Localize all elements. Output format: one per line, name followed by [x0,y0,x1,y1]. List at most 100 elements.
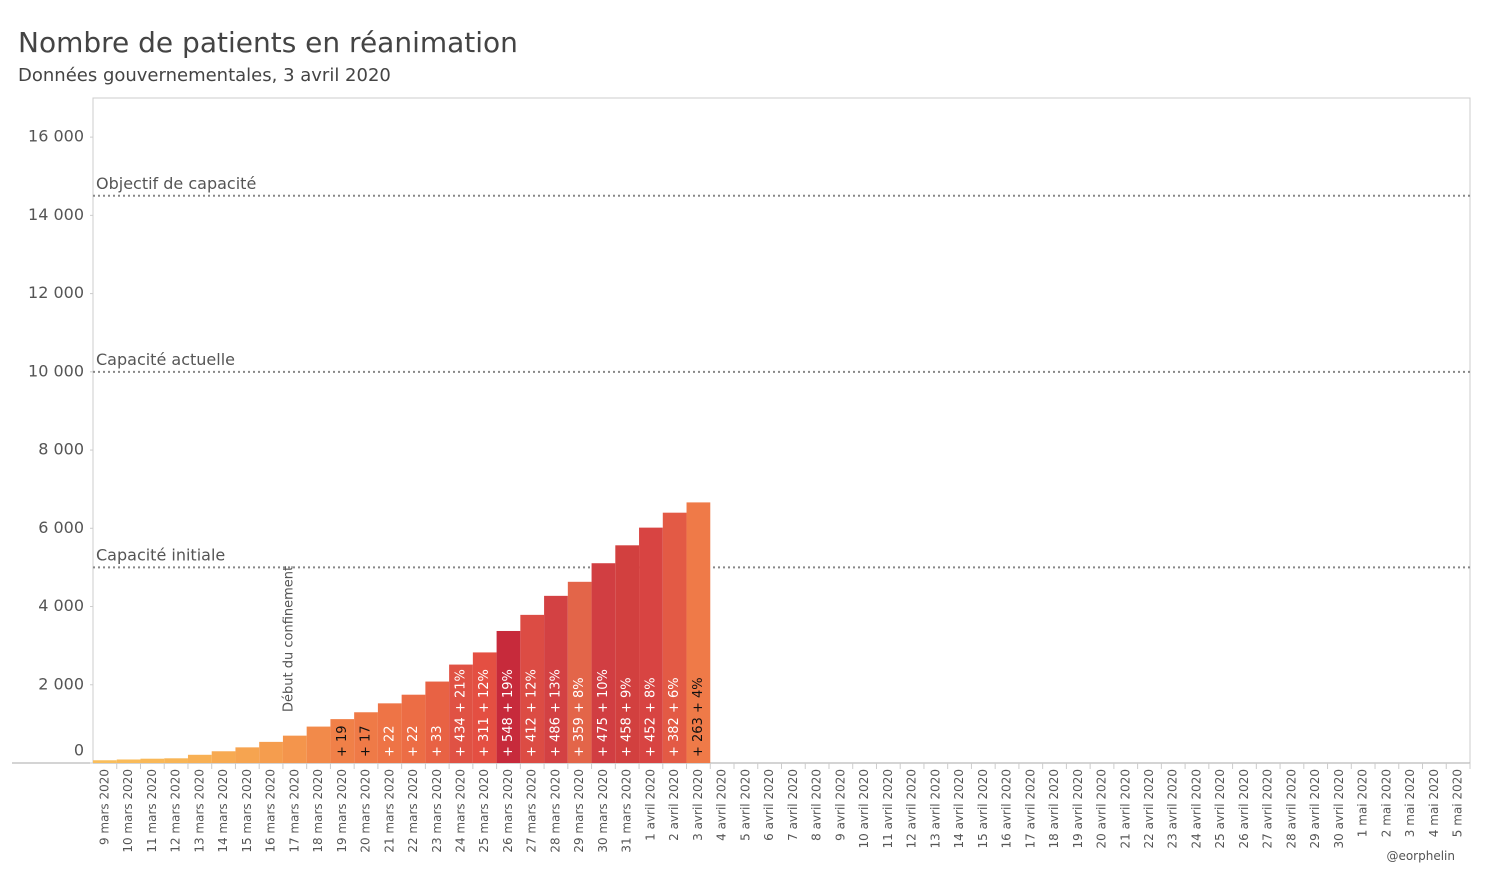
x-tick-label: 6 avril 2020 [762,769,776,841]
bar-label: + 22 [382,725,397,757]
bar [662,512,687,763]
x-tick-label: 12 avril 2020 [905,769,919,849]
y-tick-label: 14 000 [28,205,84,224]
bar-label: + 486 + 13% [548,669,563,757]
bar [377,703,402,763]
reference-label: Capacité initiale [96,545,225,564]
x-tick-label: 9 mars 2020 [97,769,111,845]
x-tick-label: 15 mars 2020 [240,769,254,853]
x-tick-label: 17 mars 2020 [287,769,301,853]
bar [567,581,592,763]
x-tick-label: 20 mars 2020 [359,769,373,853]
x-tick-label: 8 avril 2020 [810,769,824,841]
bar [140,758,165,763]
x-tick-label: 28 mars 2020 [548,769,562,853]
x-tick-label: 30 avril 2020 [1332,769,1346,849]
bar-label: + 359 + 8% [572,677,587,757]
bar-label: + 311 + 12% [477,669,492,757]
bar [472,652,497,763]
bar-label: + 458 + 9% [620,677,635,757]
x-tick-label: 23 avril 2020 [1166,769,1180,849]
x-tick-label: 16 mars 2020 [264,769,278,853]
y-tick-label: 0 [74,741,84,760]
x-tick-label: 12 mars 2020 [169,769,183,853]
x-tick-label: 5 mai 2020 [1451,769,1465,837]
chart-subtitle: Données gouvernementales, 3 avril 2020 [18,65,391,86]
x-tick-label: 30 mars 2020 [596,769,610,853]
bar [259,741,283,763]
x-tick-label: 31 mars 2020 [620,769,634,853]
bar-label: + 19 [335,725,350,757]
bar [354,712,378,763]
x-tick-label: 9 avril 2020 [833,769,847,841]
x-tick-label: 25 mars 2020 [477,769,491,853]
x-tick-label: 13 avril 2020 [928,769,942,849]
x-tick-label: 16 avril 2020 [1000,769,1014,849]
x-tick-label: 18 mars 2020 [311,769,325,853]
bar [544,595,568,763]
y-tick-label: 2 000 [38,674,84,693]
x-tick-label: 20 avril 2020 [1095,769,1109,849]
bar [591,563,616,763]
y-tick-label: 4 000 [38,596,84,615]
bar-label: + 263 + 4% [691,677,706,757]
x-tick-label: 7 avril 2020 [786,769,800,841]
y-tick-label: 16 000 [28,127,84,146]
x-tick-label: 29 avril 2020 [1308,769,1322,849]
bar [93,760,117,763]
bar [449,664,473,763]
bar [520,614,545,763]
reference-label: Objectif de capacité [96,174,256,193]
bar-label: + 434 + 21% [453,669,468,757]
x-tick-label: 26 mars 2020 [501,769,515,853]
x-tick-label: 5 avril 2020 [738,769,752,841]
bar [306,726,331,763]
bar [164,758,188,763]
bar [330,719,355,763]
bar-label: + 382 + 6% [667,677,682,757]
x-tick-label: 24 avril 2020 [1189,769,1203,849]
x-tick-label: 3 avril 2020 [691,769,705,841]
x-tick-label: 29 mars 2020 [572,769,586,853]
bar [187,754,212,763]
x-tick-label: 14 avril 2020 [952,769,966,849]
x-tick-label: 25 avril 2020 [1213,769,1227,849]
x-tick-label: 21 mars 2020 [382,769,396,853]
x-tick-label: 10 avril 2020 [857,769,871,849]
x-tick-label: 1 avril 2020 [643,769,657,841]
chart-title: Nombre de patients en réanimation [18,26,518,59]
plot-frame [92,97,1471,764]
x-tick-label: 13 mars 2020 [192,769,206,853]
y-tick-label: 8 000 [38,440,84,459]
bar [639,527,663,763]
bar [496,630,521,763]
bar-label: + 22 [406,725,421,757]
bar [211,751,236,763]
x-tick-label: 19 mars 2020 [335,769,349,853]
x-tick-label: 27 avril 2020 [1261,769,1275,849]
x-tick-label: 21 avril 2020 [1118,769,1132,849]
x-tick-label: 27 mars 2020 [525,769,539,853]
bar-label: + 475 + 10% [596,669,611,757]
x-tick-label: 19 avril 2020 [1071,769,1085,849]
x-tick-label: 17 avril 2020 [1023,769,1037,849]
bar [116,759,141,763]
y-tick-label: 10 000 [28,361,84,380]
bar-label: + 33 [430,725,445,757]
bar [282,735,307,763]
credit: @eorphelin [1386,849,1455,863]
x-tick-label: 15 avril 2020 [976,769,990,849]
bar-label: + 452 + 8% [643,677,658,757]
x-tick-label: 2 avril 2020 [667,769,681,841]
bar [401,694,426,763]
reference-label: Capacité actuelle [96,350,235,369]
x-tick-label: 3 mai 2020 [1403,769,1417,837]
x-tick-label: 22 mars 2020 [406,769,420,853]
x-tick-label: 18 avril 2020 [1047,769,1061,849]
x-tick-label: 1 mai 2020 [1356,769,1370,837]
x-tick-label: 2 mai 2020 [1379,769,1393,837]
event-label: Début du confinement [281,566,296,712]
x-tick-label: 11 mars 2020 [145,769,159,853]
bar-label: + 548 + 19% [501,669,516,757]
